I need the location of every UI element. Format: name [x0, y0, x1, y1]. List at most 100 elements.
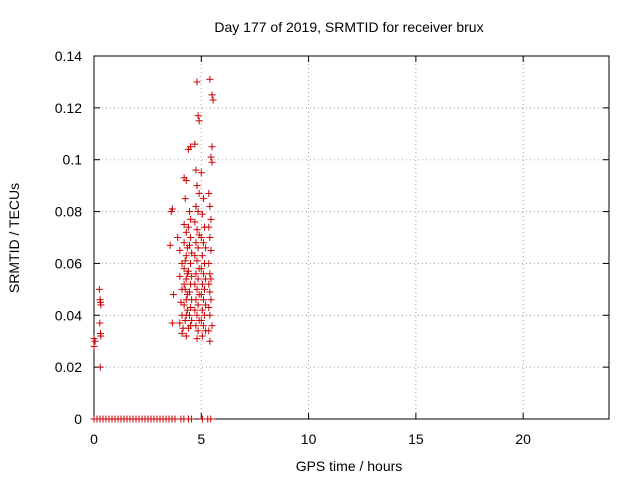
- plot-frame: [93, 55, 610, 420]
- data-point: [180, 301, 188, 309]
- data-point: [181, 316, 189, 324]
- data-point: [207, 296, 215, 304]
- data-point: [176, 272, 184, 280]
- data-point: [185, 288, 193, 296]
- data-point: [185, 241, 193, 249]
- data-point: [176, 246, 184, 254]
- data-point: [168, 319, 176, 327]
- data-point: [192, 202, 200, 210]
- data-point: [192, 296, 200, 304]
- data-point: [187, 259, 195, 267]
- data-point: [182, 275, 190, 283]
- data-point: [185, 208, 193, 216]
- data-point: [192, 270, 200, 278]
- axis-ticks: 0 5 10 15 20 0 0.02 0.04 0.06 0.08 0.1 0.12 0.14: [55, 48, 609, 447]
- data-point: [191, 218, 199, 226]
- data-point: [194, 208, 202, 216]
- data-point: [188, 272, 196, 280]
- data-point: [182, 332, 190, 340]
- data-point: [194, 275, 202, 283]
- x-tick-label: 0: [90, 431, 98, 447]
- data-point: [194, 327, 202, 335]
- data-point: [207, 215, 215, 223]
- data-point: [199, 195, 207, 203]
- data-point: [193, 285, 201, 293]
- data-point: [206, 288, 214, 296]
- data-point: [193, 226, 201, 234]
- data-point: [192, 322, 200, 330]
- data-point: [193, 182, 201, 190]
- data-point: [199, 296, 207, 304]
- data-point: [90, 342, 98, 350]
- data-point: [205, 304, 213, 312]
- data-point: [185, 311, 193, 319]
- data-point: [197, 316, 205, 324]
- x-tick-label: 10: [301, 431, 317, 447]
- data-point: [194, 244, 202, 252]
- data-point: [180, 239, 188, 247]
- x-axis-label: GPS time / hours: [296, 458, 403, 474]
- data-point: [208, 322, 216, 330]
- y-tick-label: 0.14: [55, 48, 82, 64]
- data-point: [208, 143, 216, 151]
- data-point: [187, 215, 195, 223]
- data-point: [187, 304, 195, 312]
- data-point: [188, 316, 196, 324]
- data-point: [97, 301, 105, 309]
- data-point: [180, 280, 188, 288]
- x-tick-label: 5: [197, 431, 205, 447]
- data-point: [192, 166, 200, 174]
- data-point: [180, 265, 188, 273]
- data-point: [168, 205, 176, 213]
- data-point: [207, 153, 215, 161]
- data-point: [206, 337, 214, 345]
- data-point: [199, 239, 207, 247]
- data-point: [195, 117, 203, 125]
- data-point: [207, 275, 215, 283]
- data-point: [197, 291, 205, 299]
- data-point: [191, 306, 199, 314]
- data-point: [202, 244, 210, 252]
- data-point: [187, 143, 195, 151]
- y-tick-label: 0: [74, 411, 82, 427]
- data-point: [206, 311, 214, 319]
- data-point: [191, 252, 199, 260]
- chart-title: Day 177 of 2019, SRMTID for receiver bru…: [214, 19, 483, 35]
- data-point: [181, 195, 189, 203]
- data-point: [195, 189, 203, 197]
- y-tick-label: 0.02: [55, 359, 82, 375]
- y-axis-label: SRMTID / TECUs: [6, 183, 22, 293]
- data-point: [182, 252, 190, 260]
- data-point: [199, 322, 207, 330]
- data-point: [187, 234, 195, 241]
- data-point: [96, 363, 104, 371]
- data-point: [178, 329, 186, 337]
- data-point: [197, 234, 205, 241]
- data-point: [193, 311, 201, 319]
- data-point: [166, 241, 174, 249]
- data-point: [184, 267, 192, 275]
- data-point: [197, 265, 205, 273]
- data-point: [199, 270, 207, 278]
- data-point: [198, 306, 206, 314]
- data-point: [206, 75, 214, 83]
- x-tick-label: 15: [408, 431, 424, 447]
- data-point: [193, 257, 201, 265]
- data-point: [181, 285, 189, 293]
- data-point: [205, 189, 213, 197]
- data-point: [209, 96, 217, 104]
- data-point: [194, 301, 202, 309]
- y-tick-label: 0.1: [63, 152, 83, 168]
- y-tick-label: 0.04: [55, 307, 82, 323]
- data-point: [208, 158, 216, 166]
- data-point: [197, 169, 205, 177]
- data-point: [169, 291, 177, 299]
- data-points: [90, 75, 217, 423]
- data-point: [193, 78, 201, 86]
- data-point: [208, 91, 216, 99]
- data-point: [201, 285, 209, 293]
- data-point: [184, 223, 192, 231]
- data-point: [192, 239, 200, 247]
